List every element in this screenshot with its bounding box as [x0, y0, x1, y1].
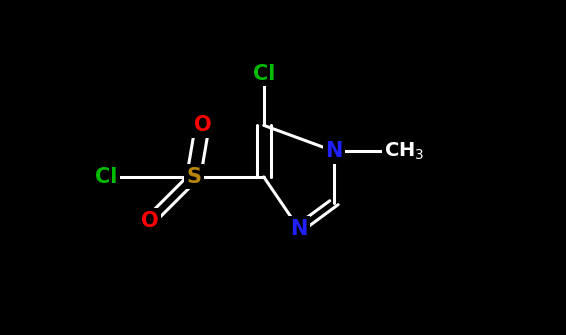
Text: N: N [325, 141, 342, 161]
Text: CH$_3$: CH$_3$ [384, 140, 424, 162]
Text: N: N [290, 218, 307, 239]
Text: Cl: Cl [95, 167, 117, 187]
Text: S: S [186, 167, 201, 187]
Text: O: O [194, 115, 211, 135]
Text: O: O [141, 211, 158, 231]
Text: Cl: Cl [252, 64, 275, 84]
